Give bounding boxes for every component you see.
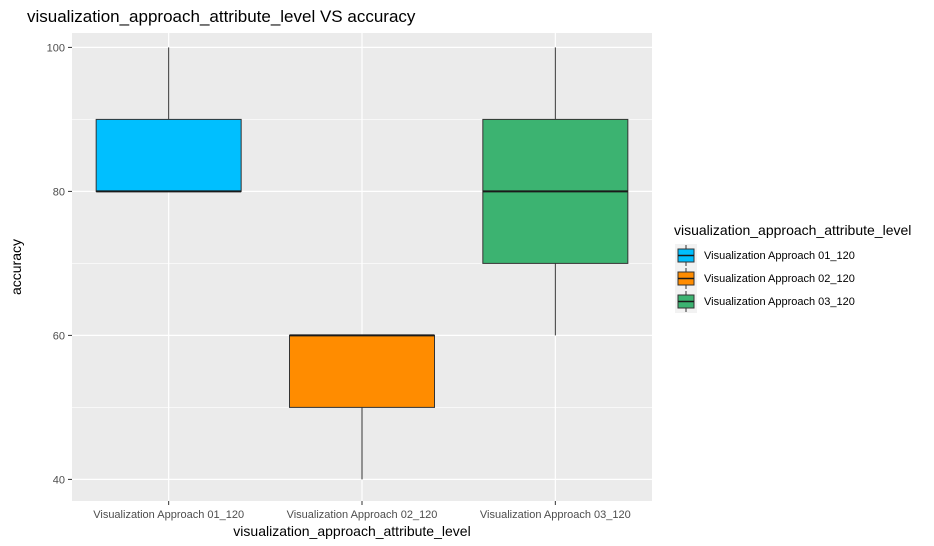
x-tick-label: Visualization Approach 01_120 [93,509,244,521]
y-tick-label: 60 [53,330,65,342]
box-2 [289,334,435,480]
box-3 [482,47,629,336]
legend-title: visualization_approach_attribute_level [674,222,911,238]
x-tick-label: Visualization Approach 02_120 [287,509,438,521]
x-tick-label: Visualization Approach 03_120 [480,509,631,521]
x-axis: Visualization Approach 01_120 Visualizati… [93,501,631,521]
y-tick-label: 100 [47,42,65,54]
legend-label: Visualization Approach 02_120 [704,273,855,285]
legend-label: Visualization Approach 01_120 [704,250,855,262]
legend-item-3: Visualization Approach 03_120 [675,290,855,313]
legend: Visualization Approach 01_120 Visualizati… [675,244,855,313]
y-tick-label: 40 [53,474,65,486]
x-axis-title: visualization_approach_attribute_level [233,523,470,539]
box-body [95,118,242,192]
y-axis: 40 60 80 100 [47,42,72,486]
chart-title: visualization_approach_attribute_level V… [27,7,416,26]
box-body [289,334,435,408]
legend-item-2: Visualization Approach 02_120 [675,267,855,290]
box-1 [95,47,242,193]
y-axis-title: accuracy [8,239,24,295]
boxes [95,47,629,480]
y-tick-label: 80 [53,186,65,198]
legend-label: Visualization Approach 03_120 [704,296,855,308]
legend-item-1: Visualization Approach 01_120 [675,244,855,267]
